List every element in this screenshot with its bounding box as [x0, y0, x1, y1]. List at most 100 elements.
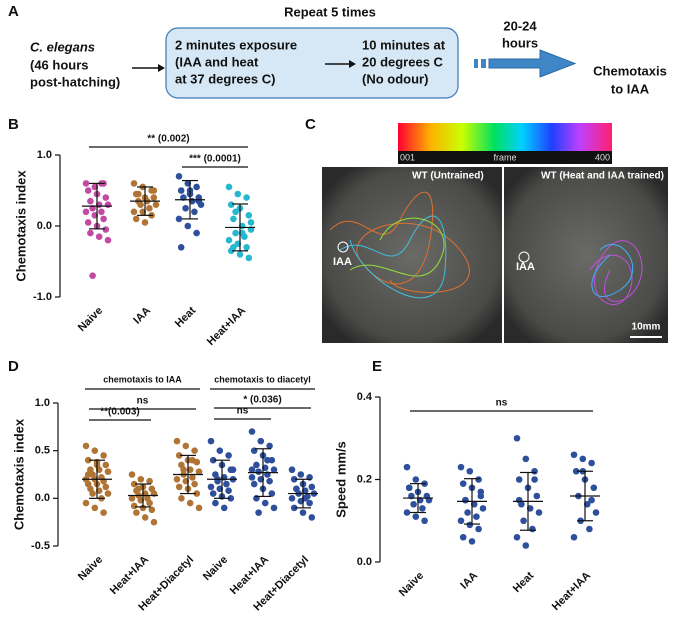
data-point	[209, 456, 217, 464]
data-point	[457, 463, 465, 471]
y-tick-label: 1.0	[37, 149, 52, 161]
data-point	[135, 190, 142, 198]
data-point	[102, 226, 110, 233]
data-point	[173, 437, 181, 445]
data-point	[175, 173, 183, 180]
y-axis-label: Chemotaxis index	[13, 170, 28, 282]
data-point	[146, 477, 153, 485]
data-point	[247, 219, 255, 226]
data-point	[579, 455, 587, 463]
data-point	[588, 496, 595, 504]
panel-label: E	[372, 358, 382, 375]
data-point	[87, 229, 94, 237]
data-point	[257, 437, 265, 445]
data-point	[207, 483, 215, 491]
colorbar-label: frame	[493, 152, 516, 162]
data-point	[288, 495, 296, 502]
data-point	[308, 514, 316, 521]
data-point	[225, 487, 232, 495]
y-tick-label: 0.2	[357, 473, 372, 485]
data-point	[195, 504, 203, 512]
panel-label: A	[8, 3, 19, 20]
data-point	[270, 466, 278, 474]
data-point	[195, 197, 203, 205]
data-point	[225, 183, 233, 191]
significance-label: ns	[496, 398, 508, 409]
y-tick-label: -0.5	[31, 540, 50, 552]
start-text: C. elegans	[30, 39, 95, 54]
data-point	[245, 254, 253, 262]
data-point	[243, 244, 250, 251]
x-tick-label: Heat+IAA	[205, 305, 248, 348]
data-point	[403, 509, 411, 516]
data-point	[232, 229, 239, 237]
data-point	[191, 447, 198, 454]
significance-label: ns	[137, 396, 149, 407]
x-tick-label: Heat+IAA	[108, 554, 151, 597]
data-point	[227, 201, 235, 208]
data-point	[100, 509, 107, 516]
data-point	[531, 476, 538, 483]
data-point	[152, 201, 160, 208]
significance-label: *** (0.0001)	[189, 154, 241, 165]
data-point	[468, 538, 476, 545]
significance-label: ns	[237, 406, 249, 417]
data-point	[89, 272, 96, 280]
colorbar-label: 400	[595, 152, 610, 162]
data-point	[308, 483, 316, 491]
data-point	[102, 483, 110, 491]
repeat-label: Repeat 5 times	[284, 4, 376, 19]
data-point	[150, 518, 158, 526]
data-point	[475, 525, 482, 533]
data-point	[191, 480, 198, 488]
step-text: 10 minutes at	[362, 37, 446, 52]
data-point	[180, 466, 187, 474]
y-tick-label: 0.4	[357, 391, 373, 403]
data-point	[130, 502, 138, 510]
data-point	[104, 236, 112, 244]
data-point	[133, 509, 140, 516]
data-point	[189, 456, 196, 464]
x-tick-label: Naive	[76, 305, 105, 334]
data-point	[419, 505, 426, 512]
panel-label: B	[8, 116, 19, 133]
data-point	[234, 190, 242, 198]
data-point	[84, 219, 92, 226]
data-point	[193, 183, 200, 191]
block-arrow	[488, 49, 577, 78]
data-point	[141, 514, 149, 521]
colorbar	[398, 123, 612, 151]
data-point	[520, 517, 527, 525]
data-point	[515, 496, 523, 504]
group-header: chemotaxis to diacetyl	[214, 374, 311, 384]
data-point	[253, 461, 260, 469]
data-point	[464, 509, 471, 516]
data-point	[266, 442, 273, 450]
data-point	[191, 208, 198, 216]
panel-label: C	[305, 116, 316, 133]
colorbar-label: 001	[400, 152, 415, 162]
data-point	[91, 447, 99, 454]
data-point	[189, 474, 196, 481]
data-point	[95, 233, 103, 240]
data-point	[146, 204, 153, 212]
data-point	[98, 208, 105, 216]
data-point	[84, 456, 92, 464]
data-point	[89, 490, 96, 497]
data-point	[193, 490, 201, 497]
data-point	[466, 467, 474, 475]
data-point	[588, 459, 595, 467]
data-point	[141, 219, 149, 226]
data-point	[531, 467, 538, 475]
data-point	[139, 504, 147, 512]
track	[329, 191, 470, 293]
data-point	[135, 485, 142, 493]
group-header: chemotaxis to IAA	[103, 374, 182, 384]
data-point	[290, 475, 298, 483]
data-point	[207, 437, 215, 445]
data-point	[513, 533, 521, 541]
data-point	[590, 484, 598, 492]
data-point	[173, 475, 181, 483]
data-point	[306, 499, 313, 507]
